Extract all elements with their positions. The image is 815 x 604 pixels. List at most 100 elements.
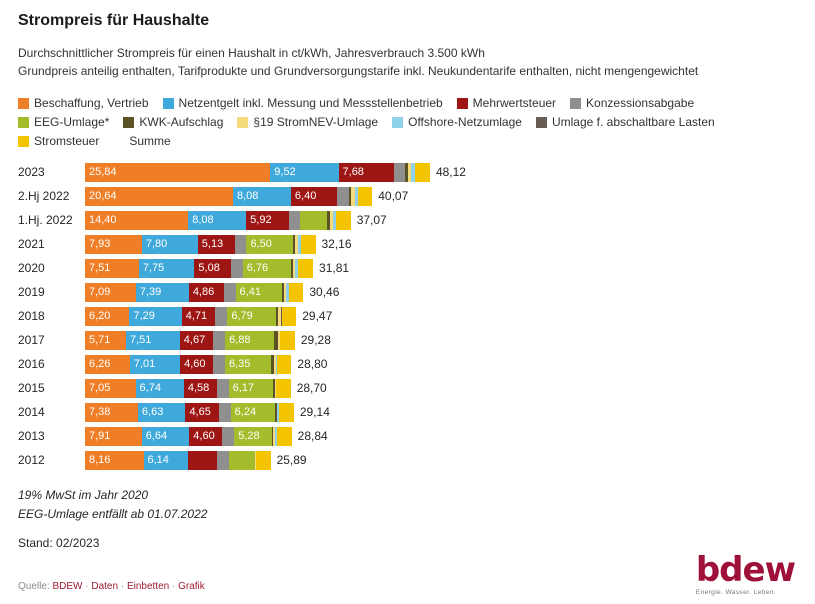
segment-value: 7,91: [89, 430, 111, 442]
segment-konzessionsabgabe: [234, 234, 247, 254]
legend-label: Offshore-Netzumlage: [408, 115, 522, 129]
segment-stromsteuer: [279, 402, 294, 422]
segment-value: 7,80: [145, 238, 168, 250]
segment-konzessionsabgabe: [223, 282, 236, 302]
legend-item-mehrwertsteuer[interactable]: Mehrwertsteuer: [456, 96, 556, 110]
legend-item-offshore[interactable]: Offshore-Netzumlage: [392, 115, 522, 129]
segment-beschaffung: 14,40: [85, 210, 189, 230]
segment-value: 4,86: [192, 286, 215, 298]
legend-swatch-offshore: [392, 116, 404, 128]
legend-label: Beschaffung, Vertrieb: [34, 96, 149, 110]
segment-mehrwertsteuer: 5,08: [194, 258, 231, 278]
segment-netzentgelt: 7,01: [129, 354, 181, 374]
chart-card: Strompreis für Haushalte Durchschnittlic…: [18, 12, 797, 550]
segment-konzessionsabgabe: [213, 330, 226, 350]
legend-swatch-stromnev: [237, 116, 249, 128]
segment-value: 6,64: [145, 430, 168, 442]
legend-swatch-ablasten: [535, 116, 547, 128]
segment-value: 5,13: [201, 238, 224, 250]
segment-value: 7,05: [89, 382, 111, 394]
segment-beschaffung: 6,20: [85, 306, 130, 326]
sum-label: 30,46: [309, 285, 340, 299]
stacked-bar: 25,84 9,52 7,68: [85, 162, 430, 182]
segment-beschaffung: 20,64: [85, 186, 233, 206]
legend-item-netzentgelt[interactable]: Netzentgelt inkl. Messung und Messstelle…: [162, 96, 443, 110]
segment-stromsteuer: [276, 426, 292, 446]
segment-mehrwertsteuer: 5,92: [246, 210, 289, 230]
year-label: 2016: [18, 357, 45, 371]
legend-item-stromnev[interactable]: §19 StromNEV-Umlage: [237, 115, 378, 129]
segment-eeg: 6,76: [242, 258, 292, 278]
legend-item-stromsteuer[interactable]: Stromsteuer: [18, 134, 99, 148]
source-link-daten[interactable]: Daten: [91, 581, 119, 592]
segment-konzessionsabgabe: [393, 162, 406, 182]
bar-row: 2014 7,38 6,63 4,65 6,24 29,14: [18, 400, 797, 424]
source-link-grafik[interactable]: Grafik: [178, 581, 205, 592]
segment-offshore: [295, 258, 299, 278]
year-label: 2020: [18, 261, 45, 275]
segment-stromsteuer: [288, 282, 304, 302]
segment-netzentgelt: 7,75: [138, 258, 195, 278]
segment-value: 6,26: [89, 358, 111, 370]
segment-stromnev: [294, 234, 298, 254]
bar-row: 1.Hj. 2022 14,40 8,08 5,92 37,07: [18, 208, 797, 232]
segment-value: 7,38: [89, 406, 111, 418]
segment-beschaffung: 7,09: [85, 282, 136, 302]
bar-row: 2023 25,84 9,52 7,68 48,12: [18, 160, 797, 184]
footnotes: 19% MwSt im Jahr 2020 EEG-Umlage entfäll…: [18, 486, 797, 523]
segment-eeg: 5,28: [234, 426, 272, 446]
legend-item-konzessionsabgabe[interactable]: Konzessionsabgabe: [570, 96, 694, 110]
source-link-bdew[interactable]: BDEW: [52, 581, 83, 592]
segment-offshore: [333, 210, 337, 230]
sum-label: 28,70: [296, 381, 327, 395]
segment-konzessionsabgabe: [216, 378, 229, 398]
legend-item-eeg[interactable]: EEG-Umlage*: [18, 115, 109, 129]
segment-eeg: 6,50: [246, 234, 294, 254]
legend-label: Umlage f. abschaltbare Lasten: [551, 115, 715, 129]
segment-mehrwertsteuer: 4,67: [179, 330, 214, 350]
bar-row: 2012 8,16 6,14 25,89: [18, 448, 797, 472]
segment-value: 7,51: [89, 262, 111, 274]
year-label: 2023: [18, 165, 45, 179]
segment-stromnev: [277, 330, 281, 350]
segment-mehrwertsteuer: 4,60: [189, 426, 223, 446]
segment-value: 6,79: [231, 310, 253, 322]
segment-kwk: [274, 330, 278, 350]
segment-stromnev: [292, 258, 296, 278]
bdew-logo: bdew Energie. Wasser. Leben.: [696, 553, 796, 596]
segment-eeg: [300, 210, 328, 230]
legend-item-beschaffung[interactable]: Beschaffung, Vertrieb: [18, 96, 149, 110]
legend-item-kwk[interactable]: KWK-Aufschlag: [123, 115, 223, 129]
segment-stromsteuer: [255, 450, 271, 470]
segment-stromnev: [276, 402, 278, 422]
sum-label: 40,07: [378, 189, 409, 203]
sum-label: 25,89: [276, 453, 307, 467]
bar-row: 2018 6,20 7,29 4,71 6,79 29,47: [18, 304, 797, 328]
legend-item-ablasten[interactable]: Umlage f. abschaltbare Lasten: [535, 115, 715, 129]
bar-chart: 2023 25,84 9,52 7,68 48,12 2.Hj 2022 20,64 8,08…: [18, 160, 797, 472]
segment-mehrwertsteuer: 4,58: [183, 378, 217, 398]
source-link-einbetten[interactable]: Einbetten: [126, 581, 170, 592]
legend-label: §19 StromNEV-Umlage: [253, 115, 379, 129]
year-label: 2.Hj 2022: [18, 189, 70, 203]
segment-kwk: [275, 402, 277, 422]
segment-netzentgelt: 7,29: [129, 306, 182, 326]
segment-stromsteuer: [280, 330, 295, 350]
segment-value: 6,50: [250, 238, 272, 250]
segment-stromsteuer: [336, 210, 351, 230]
stacked-bar: 6,20 7,29 4,71 6,79: [85, 306, 297, 326]
segment-value: 6,88: [229, 334, 251, 346]
year-label: 1.Hj. 2022: [18, 213, 73, 227]
sum-label: 29,28: [300, 333, 331, 347]
segment-eeg: 6,41: [235, 282, 282, 302]
legend-item-summe[interactable]: Summe: [113, 134, 171, 148]
segment-eeg: 6,79: [227, 306, 277, 326]
segment-netzentgelt: 8,08: [232, 186, 291, 206]
segment-beschaffung: 6,26: [85, 354, 130, 374]
segment-kwk: [291, 258, 293, 278]
footnote-eeg: EEG-Umlage entfällt ab 01.07.2022: [18, 506, 208, 521]
segment-value: 9,52: [274, 166, 296, 178]
year-label: 2015: [18, 381, 45, 395]
segment-konzessionsabgabe: [288, 210, 301, 230]
segment-mehrwertsteuer: 6,40: [290, 186, 337, 206]
